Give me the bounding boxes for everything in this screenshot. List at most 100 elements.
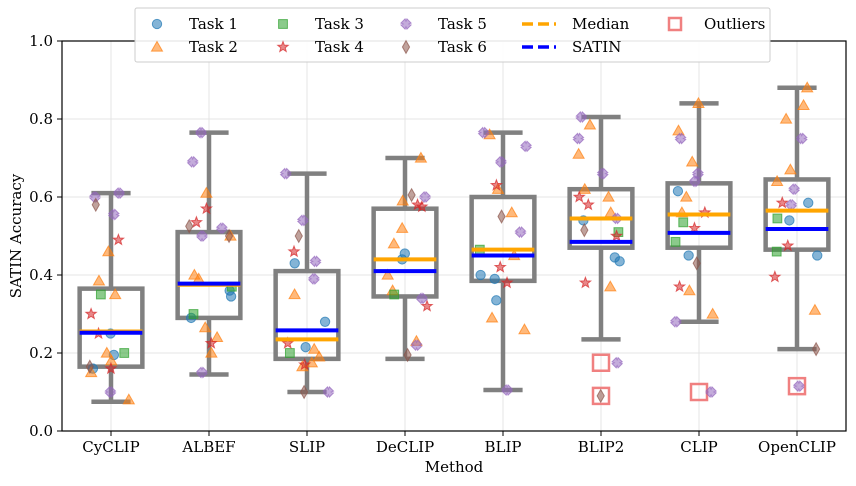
point-task-2	[779, 112, 793, 124]
point-task-5	[410, 339, 423, 352]
legend-item-outliers: Outliers	[667, 15, 765, 33]
legend-swatch	[150, 40, 164, 52]
point-task-4	[687, 221, 702, 234]
x-axis: CyCLIP ALBEF SLIP DeCLIP BLIP BLIP2 CLIP OpenCL…	[82, 431, 836, 456]
x-tick-label: OpenCLIP	[758, 438, 836, 456]
point-task-4	[287, 244, 301, 258]
point-task-5	[674, 132, 687, 145]
plot-area	[62, 41, 846, 431]
point-task-2	[784, 163, 797, 175]
point-task-1	[475, 269, 486, 281]
point-task-2	[808, 303, 822, 315]
legend-label: Task 6	[438, 38, 487, 56]
point-task-1	[784, 215, 795, 226]
legend-label: Outliers	[704, 15, 765, 33]
legend-item-task-5: Task 5	[400, 15, 487, 33]
point-task-4	[609, 229, 624, 242]
x-tick-label: SLIP	[289, 438, 325, 456]
scatter-points	[79, 81, 829, 405]
point-task-5	[669, 315, 682, 328]
point-task-4	[489, 178, 504, 191]
point-task-2	[92, 274, 106, 286]
point-task-4	[189, 215, 204, 228]
y-tick-label: 1.0	[29, 32, 53, 50]
point-task-4	[768, 270, 782, 283]
legend-label: Task 3	[315, 15, 364, 33]
point-task-6	[497, 209, 506, 224]
point-task-5	[309, 255, 322, 268]
point-task-2	[518, 323, 531, 335]
point-task-3	[119, 348, 130, 358]
point-task-2	[101, 245, 115, 257]
x-tick-label: ALBEF	[181, 438, 235, 456]
x-tick-label: CyCLIP	[82, 438, 139, 456]
point-task-6	[85, 359, 94, 374]
point-task-3	[284, 348, 295, 358]
point-task-5	[572, 132, 585, 145]
point-task-6	[299, 384, 309, 400]
y-axis-label: SATIN Accuracy	[7, 173, 25, 298]
point-task-5	[688, 175, 701, 188]
point-task-3	[771, 246, 782, 257]
point-task-2	[122, 393, 136, 405]
point-task-1	[614, 256, 625, 267]
y-axis: 0.0 0.2 0.4 0.6 0.8 1.0	[29, 32, 62, 440]
point-task-2	[198, 321, 212, 333]
point-task-1	[289, 258, 300, 269]
point-task-3	[389, 289, 400, 300]
point-task-2	[108, 287, 122, 300]
point-task-5	[788, 183, 801, 196]
point-task-6	[580, 222, 589, 238]
point-task-2	[692, 96, 705, 109]
legend-item-task-3: Task 3	[278, 15, 364, 33]
point-task-2	[800, 81, 814, 93]
point-task-2	[200, 186, 213, 198]
point-task-4	[572, 190, 586, 203]
point-task-3	[678, 217, 689, 228]
point-task-4	[493, 260, 507, 273]
point-task-4	[672, 279, 687, 293]
legend-swatch	[151, 18, 163, 30]
point-task-4	[578, 275, 593, 289]
point-task-2	[381, 268, 395, 280]
point-task-5	[195, 126, 208, 139]
point-task-2	[485, 311, 499, 323]
point-task-2	[84, 365, 98, 378]
x-tick-label: BLIP	[484, 438, 521, 456]
legend-item-task-4: Task 4	[276, 38, 364, 56]
legend-item-task-1: Task 1	[151, 15, 238, 33]
box-CyCLIP	[77, 190, 145, 404]
point-task-5	[792, 380, 805, 393]
point-task-1	[812, 250, 823, 261]
point-task-2	[395, 221, 409, 233]
point-task-1	[300, 341, 311, 353]
point-task-5	[415, 292, 428, 305]
point-task-1	[803, 197, 814, 209]
point-task-2	[288, 287, 301, 300]
box-iqr	[763, 177, 831, 252]
point-task-5	[307, 272, 320, 285]
point-task-5	[88, 191, 101, 203]
point-task-5	[322, 386, 335, 398]
point-task-4	[581, 197, 595, 211]
point-task-4	[84, 307, 98, 320]
legend: Task 1 Task 2 Task 3 Task 4 Task 5 Task 6 Medi…	[134, 7, 771, 63]
legend-label: Task 5	[438, 15, 487, 33]
x-axis-label: Method	[425, 458, 484, 476]
point-task-1	[319, 316, 331, 327]
point-task-2	[307, 342, 321, 354]
legend-item-task-2: Task 2	[150, 38, 238, 56]
point-task-2	[603, 280, 617, 292]
point-task-4	[104, 361, 118, 375]
point-task-2	[505, 206, 519, 218]
point-task-5	[575, 111, 588, 124]
point-task-4	[781, 238, 795, 252]
legend-label: Task 4	[315, 38, 364, 56]
y-tick-label: 0.0	[29, 422, 53, 440]
point-task-2	[396, 194, 410, 206]
legend-swatch	[401, 39, 411, 55]
point-task-5	[501, 384, 514, 397]
point-task-1	[491, 295, 502, 306]
point-task-4	[415, 199, 429, 213]
